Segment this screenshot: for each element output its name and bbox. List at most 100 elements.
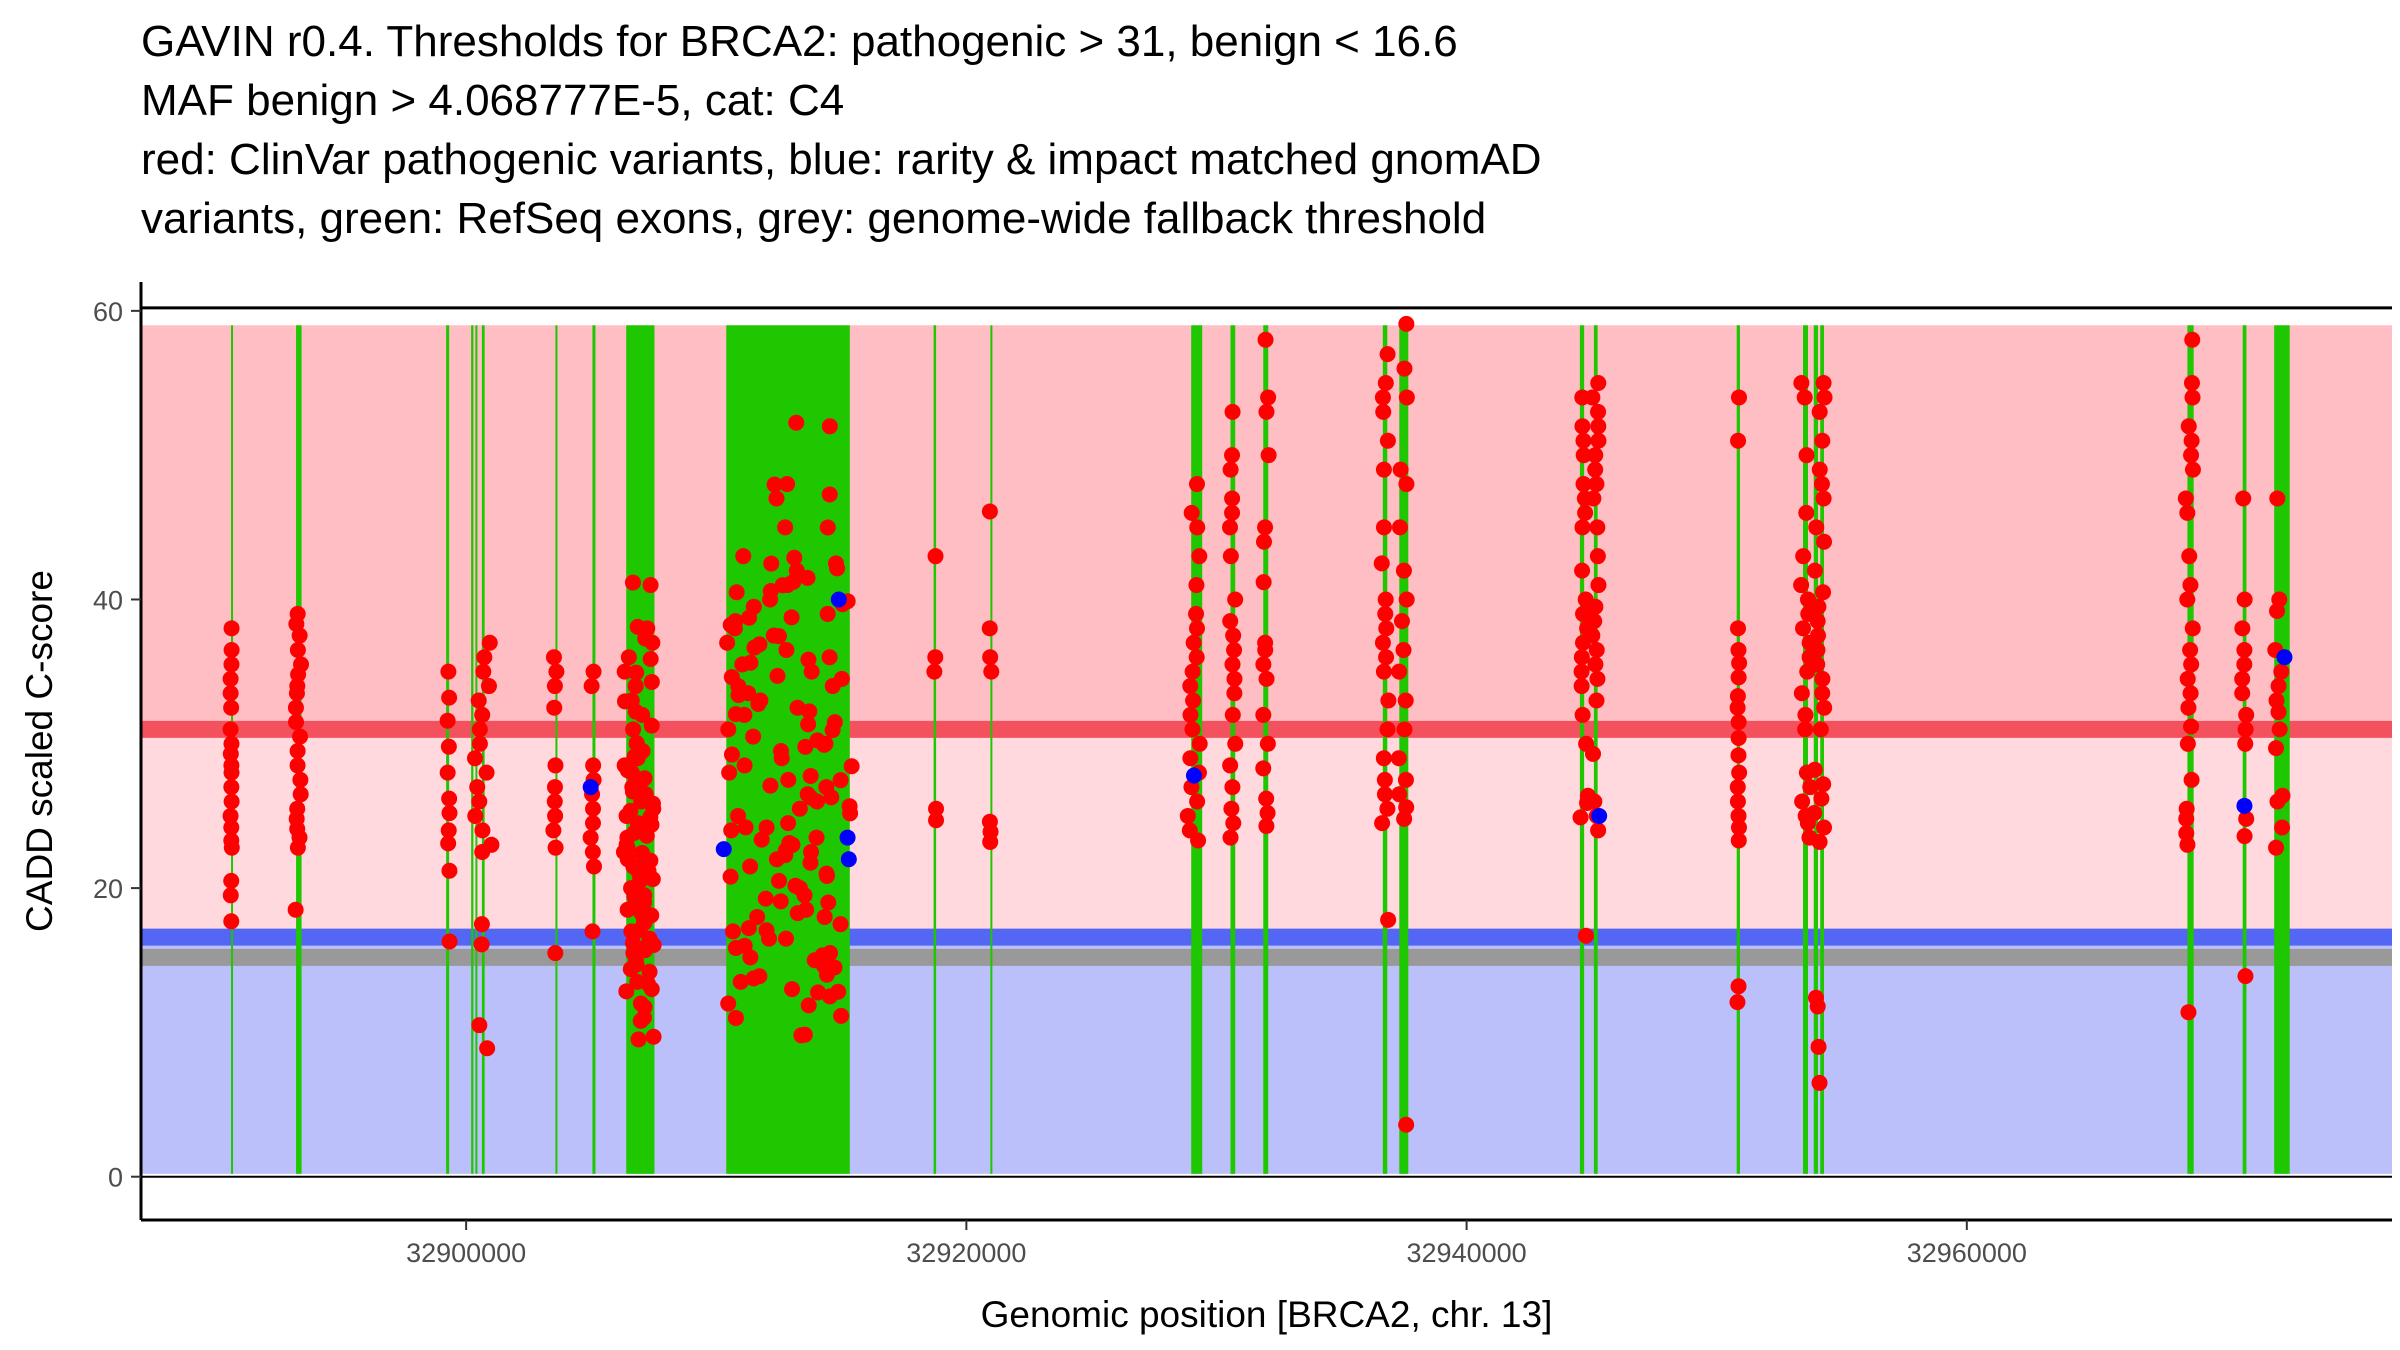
- clinvar-point: [1572, 809, 1589, 826]
- clinvar-point: [1226, 670, 1243, 687]
- clinvar-point: [788, 414, 805, 431]
- clinvar-point: [723, 746, 740, 763]
- clinvar-point: [770, 628, 787, 645]
- clinvar-point: [981, 503, 998, 520]
- clinvar-point: [1398, 315, 1415, 332]
- clinvar-point: [439, 712, 456, 729]
- clinvar-point: [1224, 447, 1241, 464]
- clinvar-point: [802, 789, 819, 806]
- clinvar-point: [779, 476, 796, 493]
- clinvar-cluster-13: [1255, 331, 1277, 835]
- clinvar-point: [636, 770, 653, 787]
- clinvar-point: [780, 815, 797, 832]
- clinvar-point: [1182, 750, 1199, 767]
- clinvar-point: [809, 732, 826, 749]
- clinvar-point: [471, 1017, 488, 1034]
- clinvar-point: [1398, 389, 1415, 406]
- clinvar-point: [470, 692, 487, 709]
- gnomad-point: [2276, 649, 2293, 666]
- x-tick-label: 32960000: [1907, 1238, 2027, 1268]
- clinvar-point: [927, 548, 944, 565]
- clinvar-point: [548, 663, 565, 680]
- clinvar-point: [762, 777, 779, 794]
- clinvar-point: [584, 844, 601, 861]
- clinvar-point: [777, 519, 794, 536]
- clinvar-point: [727, 613, 744, 630]
- clinvar-point: [1574, 519, 1591, 536]
- clinvar-point: [1810, 1038, 1827, 1055]
- clinvar-point: [1809, 627, 1826, 644]
- clinvar-point: [927, 649, 944, 666]
- clinvar-point: [1188, 620, 1205, 637]
- clinvar-point: [1586, 793, 1603, 810]
- clinvar-point: [547, 839, 564, 856]
- clinvar-point: [803, 844, 820, 861]
- clinvar-point: [624, 574, 641, 591]
- clinvar-point: [1397, 771, 1414, 788]
- clinvar-point: [1255, 533, 1272, 550]
- clinvar-point: [546, 793, 563, 810]
- clinvar-point: [1811, 833, 1828, 850]
- clinvar-point: [1811, 1074, 1828, 1091]
- clinvar-cluster-20: [1806, 375, 1833, 1091]
- clinvar-point: [639, 975, 656, 992]
- clinvar-point: [758, 922, 775, 939]
- clinvar-point: [546, 779, 563, 796]
- clinvar-point: [1376, 771, 1393, 788]
- clinvar-point: [1226, 685, 1243, 702]
- clinvar-point: [2183, 432, 2200, 449]
- clinvar-point: [641, 963, 658, 980]
- clinvar-point: [735, 548, 752, 565]
- clinvar-point: [736, 757, 753, 774]
- clinvar-point: [2235, 490, 2252, 507]
- clinvar-point: [1224, 490, 1241, 507]
- clinvar-point: [1730, 832, 1747, 849]
- clinvar-point: [1379, 432, 1396, 449]
- clinvar-point: [801, 703, 818, 720]
- clinvar-point: [1255, 656, 1272, 673]
- clinvar-point: [1376, 786, 1393, 803]
- clinvar-point: [1224, 504, 1241, 521]
- clinvar-point: [1182, 678, 1199, 695]
- clinvar-point: [791, 800, 808, 817]
- clinvar-point: [753, 831, 770, 848]
- clinvar-point: [2270, 678, 2287, 695]
- clinvar-point: [1814, 432, 1831, 449]
- clinvar-point: [1257, 634, 1274, 651]
- clinvar-point: [833, 1007, 850, 1024]
- clinvar-point: [1191, 548, 1208, 565]
- clinvar-point: [1189, 519, 1206, 536]
- clinvar-point: [1807, 989, 1824, 1006]
- clinvar-point: [1224, 706, 1241, 723]
- clinvar-point: [1590, 432, 1607, 449]
- exon-11: [933, 325, 937, 1174]
- clinvar-point: [720, 995, 737, 1012]
- clinvar-point: [751, 968, 768, 985]
- clinvar-point: [1730, 389, 1747, 406]
- clinvar-point: [223, 872, 240, 889]
- clinvar-point: [787, 877, 804, 894]
- clinvar-point: [1731, 654, 1748, 671]
- clinvar-point: [441, 933, 458, 950]
- clinvar-point: [2236, 641, 2253, 658]
- clinvar-point: [1398, 799, 1415, 816]
- clinvar-point: [1589, 670, 1606, 687]
- clinvar-point: [629, 618, 646, 635]
- clinvar-point: [1375, 663, 1392, 680]
- clinvar-point: [802, 767, 819, 784]
- clinvar-point: [769, 667, 786, 684]
- clinvar-point: [223, 832, 240, 849]
- clinvar-point: [1377, 591, 1394, 608]
- clinvar-point: [1374, 634, 1391, 651]
- clinvar-point: [1224, 656, 1241, 673]
- clinvar-point: [2236, 656, 2253, 673]
- clinvar-point: [1806, 761, 1823, 778]
- clinvar-point: [1575, 476, 1592, 493]
- clinvar-point: [1730, 807, 1747, 824]
- clinvar-point: [627, 678, 644, 695]
- clinvar-point: [1183, 504, 1200, 521]
- clinvar-point: [819, 605, 836, 622]
- exon-12: [990, 325, 993, 1174]
- clinvar-point: [800, 997, 817, 1014]
- clinvar-point: [1188, 649, 1205, 666]
